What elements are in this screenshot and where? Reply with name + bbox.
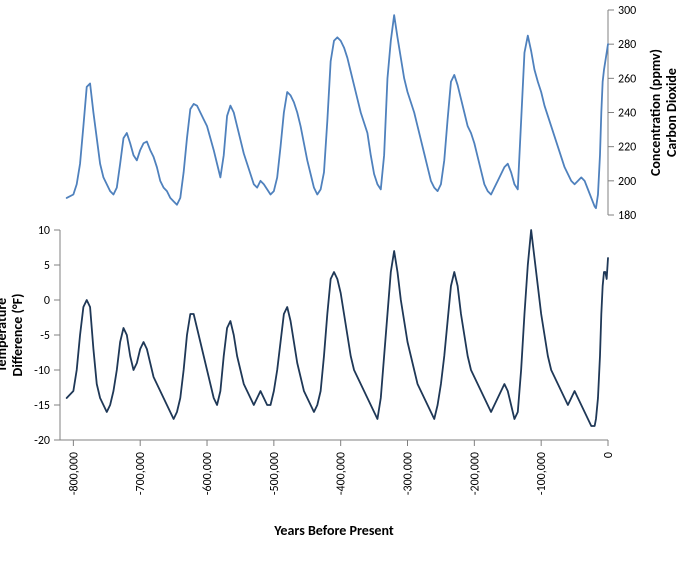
temp-ytick: -20 xyxy=(34,434,50,448)
co2-series-line xyxy=(67,15,608,208)
co2-ytick: 300 xyxy=(618,4,636,18)
co2-ytick: 240 xyxy=(618,107,636,121)
co2-y-axis-label-1: Carbon Dioxide xyxy=(663,68,680,157)
x-tick: 0 xyxy=(602,452,616,458)
x-tick: -500,000 xyxy=(268,452,282,495)
co2-ytick: 200 xyxy=(618,175,636,189)
x-tick: -400,000 xyxy=(335,452,349,495)
co2-ytick: 220 xyxy=(618,141,636,155)
ice-core-chart: 180 200 220 240 260 280 300 Carbon DioxideConce… xyxy=(0,0,688,576)
temp-y-axis-label-2: Difference (°F) xyxy=(9,294,26,377)
co2-ytick: 180 xyxy=(618,209,636,223)
temp-ytick: -5 xyxy=(40,329,50,343)
temp-ytick: 5 xyxy=(44,259,50,273)
x-axis-label: Years Before Present xyxy=(273,522,394,539)
x-tick: -100,000 xyxy=(535,452,549,495)
x-tick: -300,000 xyxy=(402,452,416,495)
temp-ytick: 10 xyxy=(38,224,50,238)
chart-container: { "layout": { "width": 688, "height": 57… xyxy=(0,0,688,576)
x-tick: -700,000 xyxy=(134,452,148,495)
x-tick: -200,000 xyxy=(468,452,482,495)
temp-series-line xyxy=(67,230,608,426)
x-tick: -600,000 xyxy=(201,452,215,495)
co2-y-axis-label-2: Concentration (ppmv) xyxy=(647,49,664,176)
temp-ytick: 0 xyxy=(44,294,50,308)
co2-ytick: 260 xyxy=(618,72,636,86)
x-tick: -800,000 xyxy=(67,452,81,495)
co2-ytick: 280 xyxy=(618,38,636,52)
temp-ytick: -15 xyxy=(34,399,50,413)
temp-ytick: -10 xyxy=(34,364,50,378)
